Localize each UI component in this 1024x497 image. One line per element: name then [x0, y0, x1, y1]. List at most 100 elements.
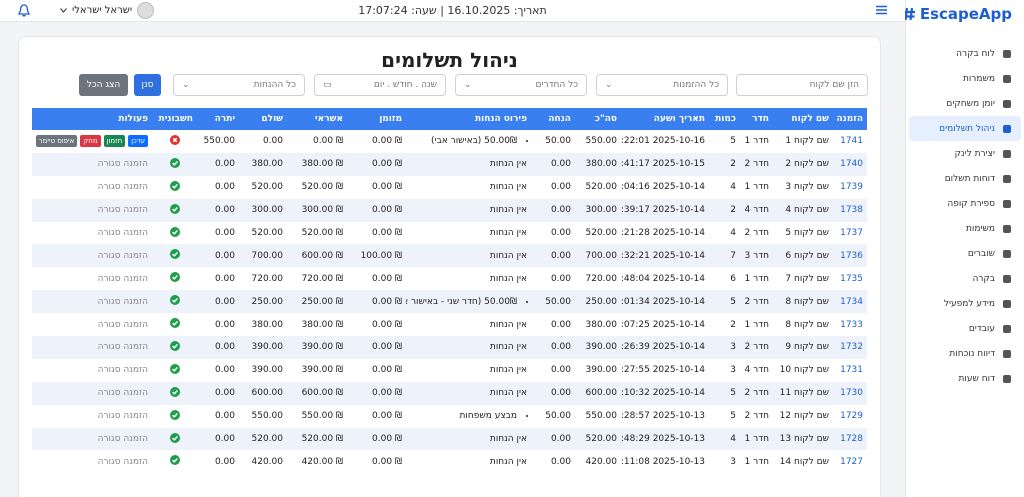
- table-cell: 2025-10-13 14:11:08: [621, 456, 705, 467]
- menu-item[interactable]: משמרות: [909, 66, 1021, 91]
- order-link[interactable]: 1733: [840, 319, 863, 330]
- menu-item[interactable]: שוברים: [909, 241, 1021, 266]
- table-cell: [152, 222, 197, 245]
- table-cell: 0.00: [214, 411, 235, 422]
- order-link[interactable]: 1734: [840, 296, 863, 307]
- user-area[interactable]: ישראל ישראלי: [18, 2, 155, 19]
- menu-item[interactable]: מידע למפעיל: [909, 291, 1021, 316]
- order-link[interactable]: 1731: [840, 365, 863, 376]
- menu-item[interactable]: דוח שעות: [909, 366, 1021, 391]
- table-cell: הזמנה סגורה: [32, 359, 152, 382]
- menu-item[interactable]: משימות: [909, 216, 1021, 241]
- table-cell: שם לקוח 7: [785, 273, 829, 284]
- sidebar: EscapeApp לוח בקרה משמרות יומן משחקים ניהול…: [902, 0, 1024, 497]
- menu-icon: [1003, 174, 1011, 183]
- order-link[interactable]: 1738: [840, 205, 863, 216]
- status-text: הזמנה סגורה: [97, 159, 148, 170]
- order-link[interactable]: 1735: [840, 273, 863, 284]
- status-text: הזמנה סגורה: [97, 456, 148, 467]
- table-cell: 0.00 ₪: [372, 228, 402, 238]
- table-cell: 420.00 ₪: [301, 456, 343, 467]
- column-header: חשבונית: [152, 108, 197, 130]
- menu-item[interactable]: יומן משחקים: [909, 91, 1021, 116]
- bell-icon[interactable]: [18, 4, 30, 17]
- table-cell: 1733: [833, 313, 867, 336]
- table-cell: 0.00: [550, 228, 571, 238]
- table-cell: 0.00: [531, 336, 575, 359]
- table-cell: 2025-10-14 15:48:04: [621, 273, 705, 284]
- menu-toggle[interactable]: [876, 5, 887, 15]
- order-link[interactable]: 1727: [840, 456, 863, 467]
- table-cell: 6: [730, 273, 736, 284]
- order-link[interactable]: 1728: [840, 434, 863, 445]
- table-cell: 0.00: [550, 365, 571, 376]
- brand-text: EscapeApp: [919, 5, 1012, 23]
- table-cell: 0.00: [197, 198, 239, 222]
- status-text: הזמנה סגורה: [97, 434, 148, 445]
- table-cell: שם לקוח 12: [779, 411, 829, 422]
- table-cell: 550.00 ₪: [301, 411, 343, 422]
- table-cell: חדר 2: [740, 336, 773, 359]
- order-link[interactable]: 1730: [840, 388, 863, 399]
- column-header: הזמנה: [833, 108, 867, 130]
- menu-item[interactable]: ספירת קופה: [909, 191, 1021, 216]
- table-cell: 250.00: [239, 290, 287, 314]
- table-cell: 550.00: [203, 136, 236, 147]
- menu-label: דוחות תשלום: [944, 173, 995, 184]
- menu-item[interactable]: לוח בקרה: [909, 41, 1021, 66]
- menu-item[interactable]: דוחות תשלום: [909, 166, 1021, 191]
- table-cell: שם לקוח 14: [779, 456, 829, 467]
- table-cell: 600.00 ₪: [287, 381, 347, 405]
- order-link[interactable]: 1737: [840, 228, 863, 238]
- order-link[interactable]: 1739: [840, 182, 863, 193]
- action-button[interactable]: מחק: [80, 135, 101, 148]
- table-cell: שם לקוח 5: [785, 228, 829, 238]
- discounts-select[interactable]: כל ההנחות ⌄: [173, 74, 305, 96]
- order-link[interactable]: 1732: [840, 342, 863, 353]
- table-cell: שם לקוח 6: [773, 244, 833, 268]
- menu-item[interactable]: עובדים: [909, 316, 1021, 341]
- menu-icon: [1003, 224, 1011, 233]
- customer-input[interactable]: הזן שם לקוח: [736, 74, 868, 96]
- menu-item[interactable]: ניהול תשלומים: [909, 116, 1021, 141]
- menu-label: יצירת לינק: [954, 148, 995, 159]
- orders-select[interactable]: כל ההזמנות ⌄: [596, 74, 728, 96]
- invoice-ok-icon: [169, 249, 180, 260]
- table-cell: 1734: [833, 290, 867, 314]
- table-cell: שם לקוח 3: [785, 182, 829, 193]
- table-cell: 380.00 ₪: [287, 152, 347, 176]
- table-cell: הזמנה סגורה: [32, 176, 152, 199]
- menu-label: דיווח נוכחות: [949, 348, 995, 359]
- order-link[interactable]: 1741: [840, 136, 863, 147]
- menu-label: ספירת קופה: [947, 198, 995, 209]
- table-cell: 2025-10-14 14:01:34: [621, 290, 709, 314]
- status-text: הזמנה סגורה: [97, 388, 148, 399]
- order-link[interactable]: 1740: [840, 159, 863, 170]
- table-cell: חדר 2: [744, 228, 769, 238]
- menu-item[interactable]: דיווח נוכחות: [909, 341, 1021, 366]
- date-input[interactable]: שנה . חודש . יום ▭: [314, 74, 446, 96]
- menu-item[interactable]: בקרה: [909, 266, 1021, 291]
- table-cell: 1727: [833, 450, 867, 473]
- action-button[interactable]: תזמון: [103, 135, 126, 148]
- table-cell: 520.00: [239, 427, 287, 451]
- menu-item[interactable]: יצירת לינק: [909, 141, 1021, 166]
- table-cell: 700.00: [575, 244, 621, 268]
- rooms-select[interactable]: כל החדרים ⌄: [455, 74, 587, 96]
- order-link[interactable]: 1729: [840, 411, 863, 422]
- table-cell: 5: [730, 136, 736, 147]
- show-all-button[interactable]: הצג הכל: [79, 74, 128, 96]
- table-cell: אין הנחות: [489, 456, 527, 467]
- action-button[interactable]: עדכן: [128, 135, 148, 148]
- brand[interactable]: EscapeApp: [902, 5, 1012, 23]
- action-button[interactable]: איפוס טיימר: [35, 135, 78, 148]
- table-cell: 2025-10-13 17:28:57: [621, 411, 705, 422]
- table-cell: מבצע משפחות: [406, 405, 531, 428]
- table-cell: 7: [709, 244, 740, 268]
- card: ניהול תשלומים הזן שם לקוח כל ההזמנות ⌄ כל…: [18, 36, 881, 497]
- select-text: כל החדרים: [535, 80, 578, 90]
- filter-button[interactable]: סנן: [134, 74, 161, 96]
- order-link[interactable]: 1736: [840, 250, 863, 261]
